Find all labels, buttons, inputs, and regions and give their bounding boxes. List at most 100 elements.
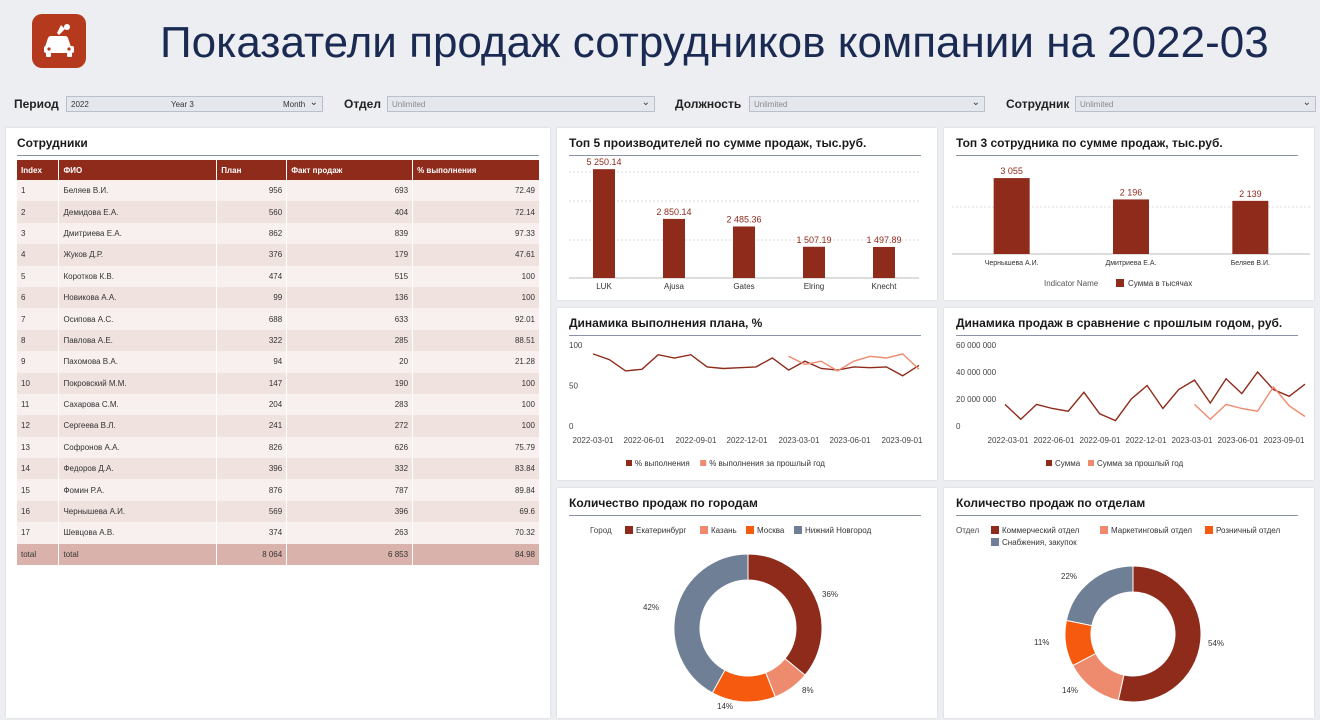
top5-bar-chart: 5 250.14 LUK 2 850.14 Ajusa 2 485.36 Gates 1 5… <box>569 157 919 291</box>
table-cell: 515 <box>286 265 414 287</box>
dept-label: Отдел <box>344 97 381 111</box>
table-cell: 8 <box>17 329 60 352</box>
table-cell: 693 <box>286 180 414 202</box>
table-cell: Дмитриева Е.А. <box>58 222 218 245</box>
data-label: 2 485.36 <box>726 214 761 224</box>
table-cell: 100 <box>412 265 540 287</box>
donut-slice <box>1117 565 1202 703</box>
table-row[interactable]: 15 Фомин Р.А. 876 787 89.84 <box>17 479 540 501</box>
table-row[interactable]: 2 Демидова Е.А. 560 404 72.14 <box>17 201 540 223</box>
table-cell: 72.14 <box>412 201 540 223</box>
table-cell: 13 <box>17 436 60 459</box>
column-header[interactable]: Факт продаж <box>286 160 414 180</box>
employees-card: Сотрудники Index ФИО План Факт продаж% выпо… <box>6 128 550 718</box>
column-header[interactable]: % выполнения <box>412 160 540 180</box>
legend-swatch <box>991 526 999 534</box>
table-cell: Сахарова С.М. <box>58 393 218 416</box>
table-row[interactable]: 4 Жуков Д.Р. 376 179 47.61 <box>17 244 540 266</box>
legend-label: Москва <box>757 526 785 535</box>
legend-label: Коммерческий отдел <box>1002 526 1080 535</box>
title-underline <box>956 515 1298 516</box>
departments-card: Количество продаж по отделам Отдел Коммер… <box>944 488 1314 718</box>
chevron-down-icon: ⌄ <box>641 97 650 108</box>
total-cell: total <box>17 543 60 566</box>
table-cell: 92.01 <box>412 308 540 330</box>
table-row[interactable]: 11 Сахарова С.М. 204 283 100 <box>17 393 540 416</box>
car-service-icon <box>44 24 74 57</box>
column-header[interactable]: План <box>216 160 288 180</box>
table-row[interactable]: 13 Софронов А.А. 826 626 75.79 <box>17 436 540 459</box>
table-cell: 626 <box>286 436 414 459</box>
donut-slice <box>673 553 749 694</box>
table-cell: Павлова А.Е. <box>58 329 218 352</box>
legend-swatch <box>700 460 707 466</box>
table-cell: 474 <box>216 265 288 287</box>
table-cell: Фомин Р.А. <box>58 479 218 501</box>
tick-label: Дмитриева Е.А. <box>1105 260 1156 267</box>
top5-manufacturers-card: Топ 5 производителей по сумме продаж, ты… <box>557 128 937 300</box>
data-label: 8% <box>802 686 814 695</box>
title-underline <box>569 515 921 516</box>
table-cell: Чернышева А.И. <box>58 500 218 523</box>
cities-card: Количество продаж по городам Город Екатер… <box>557 488 937 718</box>
series-line <box>1004 370 1306 422</box>
title-underline <box>956 155 1298 156</box>
x-tick-label: 2023-03-01 <box>1172 436 1213 445</box>
table-row[interactable]: 3 Дмитриева Е.А. 862 839 97.33 <box>17 222 540 245</box>
table-cell: 89.84 <box>412 479 540 501</box>
table-cell: 404 <box>286 201 414 223</box>
x-tick-label: 2022-09-01 <box>1080 436 1121 445</box>
top5-title: Топ 5 производителей по сумме продаж, ты… <box>569 136 867 150</box>
x-tick-label: 2023-06-01 <box>830 436 871 445</box>
legend-label: Казань <box>711 526 737 535</box>
legend-swatch <box>626 460 632 466</box>
position-label: Должность <box>675 97 742 111</box>
column-header[interactable]: Index <box>17 160 60 180</box>
table-cell: 94 <box>216 351 288 373</box>
table-row[interactable]: 1 Беляев В.И. 956 693 72.49 <box>17 180 540 202</box>
table-header: Index ФИО План Факт продаж% выполнения <box>17 160 540 180</box>
bar <box>873 246 895 278</box>
year-value: 2022 <box>71 99 89 109</box>
tick-label: LUK <box>596 282 612 291</box>
table-cell: 72.49 <box>412 180 540 202</box>
table-row[interactable]: 9 Пахомова В.А. 94 20 21.28 <box>17 351 540 373</box>
data-label: 2 850.14 <box>656 207 691 217</box>
table-row[interactable]: 8 Павлова А.Е. 322 285 88.51 <box>17 329 540 352</box>
data-label: 14% <box>1062 686 1078 695</box>
column-header[interactable]: ФИО <box>58 160 218 180</box>
table-cell: 1 <box>17 180 60 202</box>
table-cell: 241 <box>216 415 288 437</box>
employee-value: Unlimited <box>1080 99 1114 109</box>
table-row[interactable]: 16 Чернышева А.И. 569 396 69.6 <box>17 500 540 523</box>
table-cell: 179 <box>286 244 414 266</box>
legend-swatch <box>1046 460 1052 466</box>
bar <box>663 218 685 278</box>
period-label: Период <box>14 97 59 111</box>
legend-label: Розничный отдел <box>1216 526 1280 535</box>
period-select[interactable]: 2022 Year 3 Month ⌄ <box>66 96 323 112</box>
employee-select[interactable]: Unlimited ⌄ <box>1075 96 1316 112</box>
table-cell: 4 <box>17 244 60 266</box>
bar <box>993 178 1030 254</box>
table-cell: 374 <box>216 522 288 544</box>
table-row[interactable]: 14 Федоров Д.А. 396 332 83.84 <box>17 458 540 480</box>
legend-swatch <box>625 526 633 534</box>
table-row[interactable]: 5 Коротков К.В. 474 515 100 <box>17 265 540 287</box>
table-row[interactable]: 10 Покровский М.М. 147 190 100 <box>17 372 540 394</box>
table-cell: 14 <box>17 458 60 480</box>
tick-label: Knecht <box>872 282 898 291</box>
sales-dynamics-card: Динамика продаж в сравнение с прошлым го… <box>944 308 1314 480</box>
position-select[interactable]: Unlimited ⌄ <box>749 96 985 112</box>
dept-select[interactable]: Unlimited ⌄ <box>387 96 655 112</box>
table-cell: 332 <box>286 458 414 480</box>
logo <box>32 14 86 68</box>
table-row[interactable]: 17 Шевцова А.В. 374 263 70.32 <box>17 522 540 544</box>
table-row[interactable]: 7 Осипова А.С. 688 633 92.01 <box>17 308 540 330</box>
legend-title: Отдел <box>956 526 979 535</box>
data-label: 22% <box>1061 572 1077 581</box>
table-row[interactable]: 12 Сергеева В.Л. 241 272 100 <box>17 415 540 437</box>
table-row[interactable]: 6 Новикова А.А. 99 136 100 <box>17 286 540 309</box>
data-label: 5 250.14 <box>586 157 621 167</box>
table-cell: 787 <box>286 479 414 501</box>
